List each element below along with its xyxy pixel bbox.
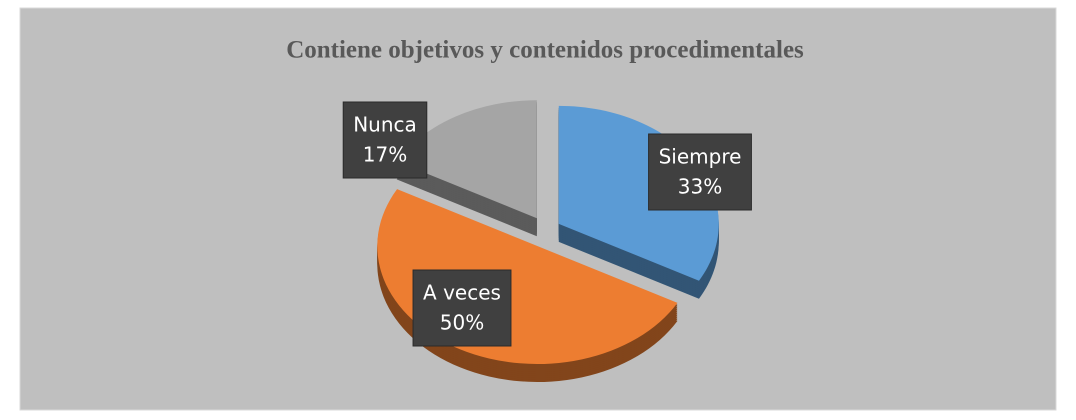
data-labels: Siempre 33% A veces 50% Nunca 17% [342,101,752,347]
category-label: A veces [423,281,501,305]
label-box [412,269,512,347]
category-label: Nunca [353,113,417,137]
category-label: Siempre [659,145,742,169]
slice [396,100,537,219]
chart-title: Contiene objetivos y contenidos procedim… [286,37,804,64]
label-box [342,101,428,179]
value-label: 50% [440,311,484,335]
label-box [648,133,752,211]
value-label: 17% [363,143,407,167]
value-label: 33% [678,175,722,199]
